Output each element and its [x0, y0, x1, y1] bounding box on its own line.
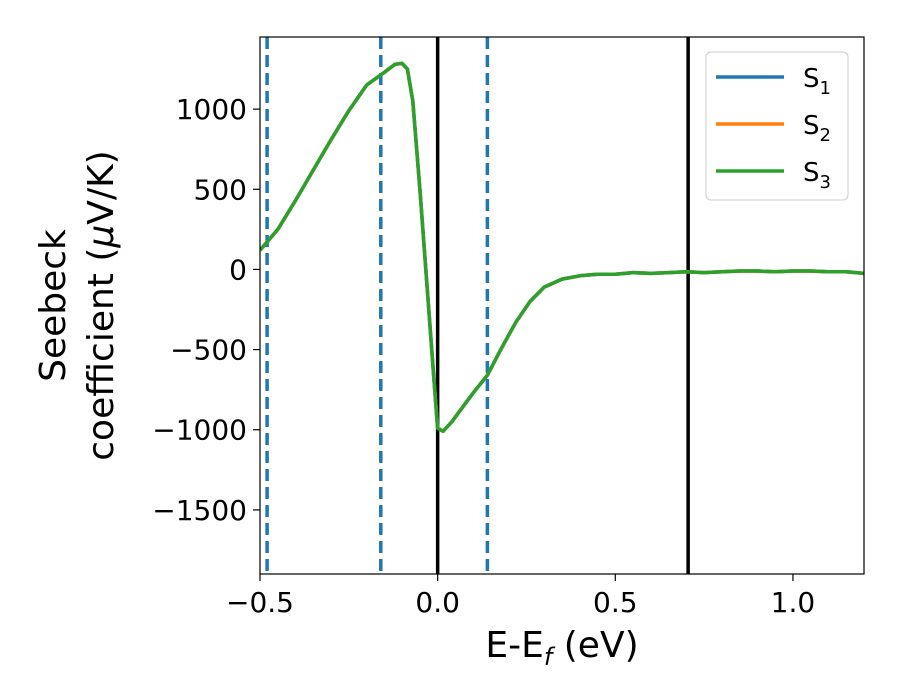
axes-frame [259, 36, 865, 575]
legend-label-3-main: S [803, 158, 820, 188]
legend-label-3-sub: 3 [820, 172, 831, 193]
x-axis-label: E-Ef (eV) [485, 625, 638, 671]
y-axis-label-line1: Seebeck [33, 229, 74, 382]
x-tick-label-2: 0.5 [593, 586, 638, 619]
legend-label-2: S2 [803, 111, 831, 146]
legend-label-2-sub: 2 [820, 125, 831, 146]
series-line-3 [260, 61, 864, 434]
legend-label-2-main: S [803, 111, 820, 141]
legend-label-3: S3 [803, 158, 831, 193]
y-tick-label-5: −1500 [152, 494, 247, 527]
x-axis-label-main: E-E [485, 625, 543, 666]
x-tick-label-0: −0.5 [226, 586, 294, 619]
reference-lines [265, 37, 690, 574]
legend-label-1-main: S [803, 64, 820, 94]
y-axis-ticks: 1000 500 0 −500 −1000 −1500 [152, 93, 260, 527]
y-tick-label-4: −1000 [152, 414, 247, 447]
legend-label-1: S1 [803, 64, 831, 99]
y-axis-label-unit: V/K) [81, 150, 122, 224]
x-tick-label-1: 0.0 [415, 586, 460, 619]
x-axis-label-unit: (eV) [552, 625, 638, 666]
y-tick-label-3: −500 [170, 334, 247, 367]
x-axis-ticks: −0.5 0.0 0.5 1.0 [226, 574, 815, 619]
x-tick-label-3: 1.0 [771, 586, 816, 619]
y-axis-label-mu: μ [81, 225, 122, 249]
legend-label-1-sub: 1 [820, 78, 831, 99]
y-axis-label-line2: coefficient (μV/K) [81, 150, 122, 460]
y-axis-label: Seebeck coefficient (μV/K) [33, 150, 122, 460]
y-tick-label-1: 500 [194, 173, 247, 206]
y-axis-label-prefix: coefficient ( [81, 248, 122, 461]
series-lines [260, 61, 864, 434]
y-tick-label-0: 1000 [176, 93, 247, 126]
y-tick-label-2: 0 [229, 253, 247, 286]
legend-box [705, 51, 849, 201]
